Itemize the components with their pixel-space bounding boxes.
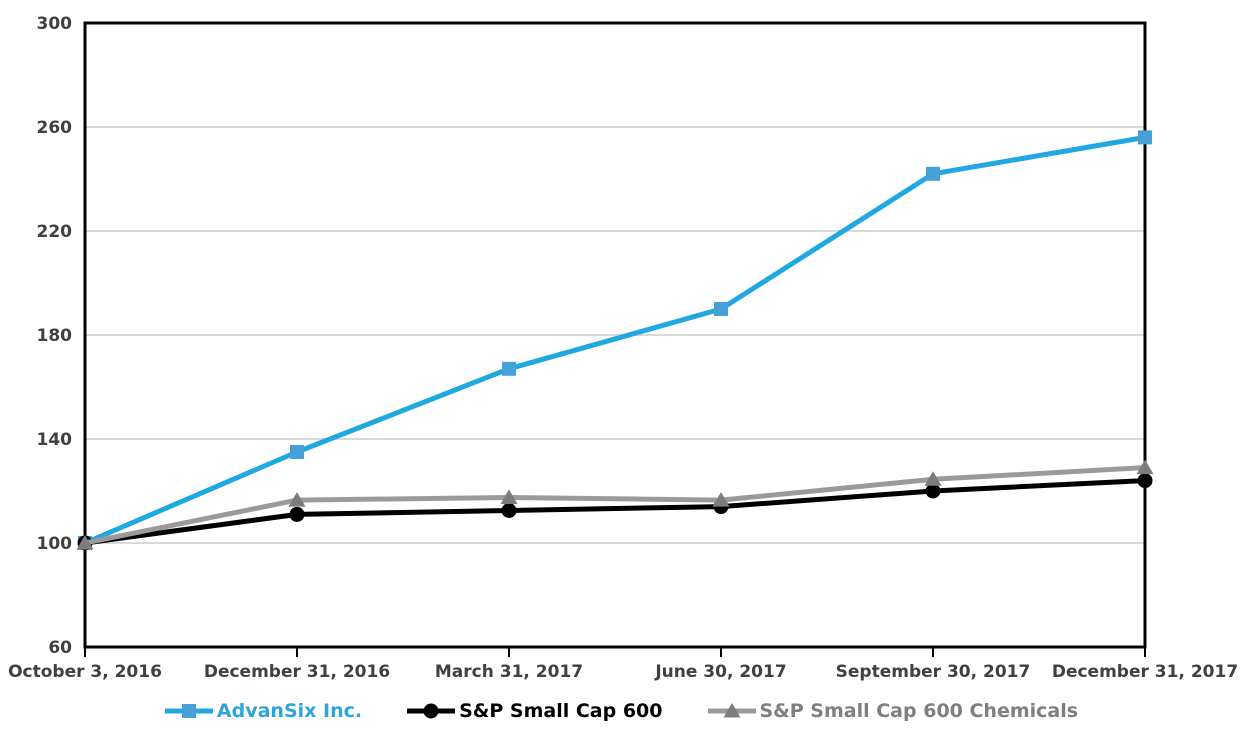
data-point-s-p-small-cap-600-4 (925, 483, 941, 499)
legend-item-s-p-small-cap-600: S&P Small Cap 600 (406, 700, 663, 722)
series-line-s-p-small-cap-600-chemicals (84, 465, 1146, 546)
data-point-s-p-small-cap-600-1 (289, 506, 305, 522)
axis-labels: 60 100 140 180 220 260 300 October 3, 2016 Decem… (8, 14, 1238, 682)
chart-legend: AdvanSix Inc. S&P Small Cap 600 S&P Smal… (0, 700, 1242, 722)
data-point-s-p-small-cap-600-chemicals-3 (712, 492, 730, 507)
y-axis-label-260: 260 (37, 118, 73, 138)
data-point-s-p-small-cap-600-chemicals-2 (500, 489, 518, 504)
data-point-s-p-small-cap-600-chemicals-0 (76, 535, 94, 550)
x-axis-label-1: December 31, 2016 (204, 662, 390, 682)
plot-border (83, 21, 1147, 649)
x-axis-label-4: September 30, 2017 (836, 662, 1031, 682)
legend-label-advansix-inc: AdvanSix Inc. (216, 700, 363, 722)
data-point-advansix-inc-1 (290, 445, 304, 459)
legend-label-s-p-small-cap-600-chemicals: S&P Small Cap 600 Chemicals (759, 700, 1079, 722)
legend-item-advansix-inc: AdvanSix Inc. (164, 700, 362, 722)
series-layer (76, 130, 1154, 551)
data-point-s-p-small-cap-600-chemicals-5 (1136, 459, 1154, 475)
y-axis-label-180: 180 (37, 326, 73, 346)
y-axis-label-300: 300 (37, 14, 73, 34)
axes-layer (83, 21, 1147, 657)
legend-marker-shape-advansix-inc (181, 704, 196, 718)
y-axis-label-220: 220 (37, 222, 73, 242)
y-axis-label-140: 140 (37, 430, 73, 450)
data-point-s-p-small-cap-600-5 (1137, 473, 1153, 489)
data-point-s-p-small-cap-600-chemicals-1 (288, 492, 306, 507)
s-p-small-cap-600-chemicals-legend-marker (707, 703, 756, 718)
x-axis-label-2: March 31, 2017 (435, 662, 583, 682)
gridlines (85, 126, 1145, 544)
x-axis-label-0: October 3, 2016 (8, 662, 162, 682)
data-point-s-p-small-cap-600-2 (501, 503, 517, 518)
legend-marker-shape-s-p-small-cap-600-chemicals (723, 703, 740, 718)
data-point-s-p-small-cap-600-chemicals-4 (924, 471, 942, 486)
legend-marker-shape-s-p-small-cap-600 (423, 703, 439, 719)
x-axis-label-5: December 31, 2017 (1052, 662, 1238, 682)
series-line-s-p-small-cap-600 (84, 478, 1146, 546)
s-p-small-cap-600-legend-marker (407, 703, 456, 719)
y-axis-label-60: 60 (48, 638, 72, 658)
legend-item-s-p-small-cap-600-chemicals: S&P Small Cap 600 Chemicals (707, 700, 1079, 722)
x-axis-label-3: June 30, 2017 (654, 662, 786, 682)
chart-canvas: 60 100 140 180 220 260 300 October 3, 2016 Decem… (8, 14, 1238, 682)
y-axis-label-100: 100 (37, 534, 73, 554)
advansix-inc-legend-marker (164, 704, 213, 718)
series-line-advansix-inc (84, 134, 1146, 546)
data-point-advansix-inc-4 (926, 166, 940, 181)
data-point-advansix-inc-3 (714, 302, 728, 316)
legend-label-s-p-small-cap-600: S&P Small Cap 600 (459, 700, 663, 722)
series-s-p-small-cap-600-chemicals (76, 459, 1154, 550)
data-point-advansix-inc-5 (1138, 130, 1152, 145)
data-point-advansix-inc-2 (502, 361, 516, 376)
